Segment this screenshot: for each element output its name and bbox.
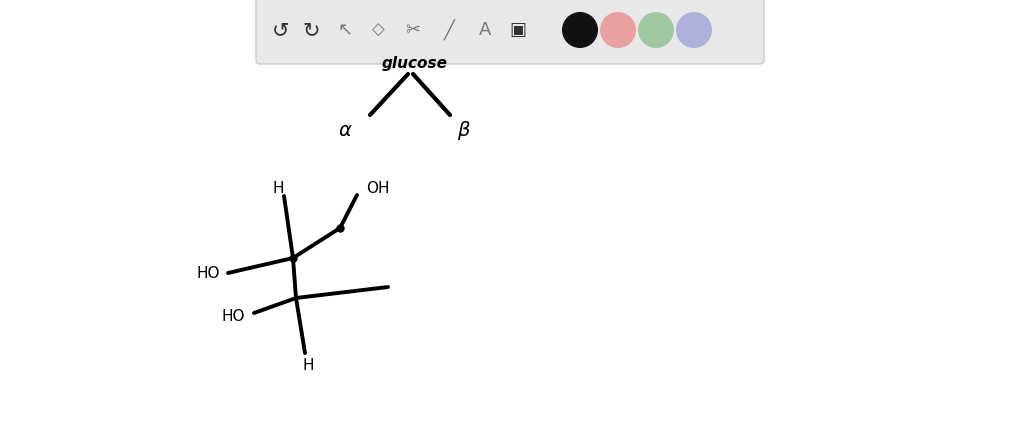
Text: α: α xyxy=(339,121,351,139)
Text: OH: OH xyxy=(367,181,390,195)
Text: HO: HO xyxy=(221,309,245,323)
Text: ↖: ↖ xyxy=(338,21,352,39)
Text: HO: HO xyxy=(197,266,220,280)
Text: ✂: ✂ xyxy=(406,21,421,39)
Text: A: A xyxy=(479,21,492,39)
Text: glucose: glucose xyxy=(382,56,449,70)
Text: ╱: ╱ xyxy=(443,19,455,40)
Circle shape xyxy=(600,12,636,48)
Text: ▣: ▣ xyxy=(510,21,526,39)
Circle shape xyxy=(562,12,598,48)
Text: ↻: ↻ xyxy=(302,20,319,40)
Text: H: H xyxy=(302,358,313,372)
FancyBboxPatch shape xyxy=(256,0,764,64)
Text: H: H xyxy=(272,181,284,195)
Circle shape xyxy=(676,12,712,48)
Circle shape xyxy=(638,12,674,48)
Text: ◇: ◇ xyxy=(372,21,384,39)
Text: β: β xyxy=(457,121,469,139)
Text: ↺: ↺ xyxy=(272,20,290,40)
